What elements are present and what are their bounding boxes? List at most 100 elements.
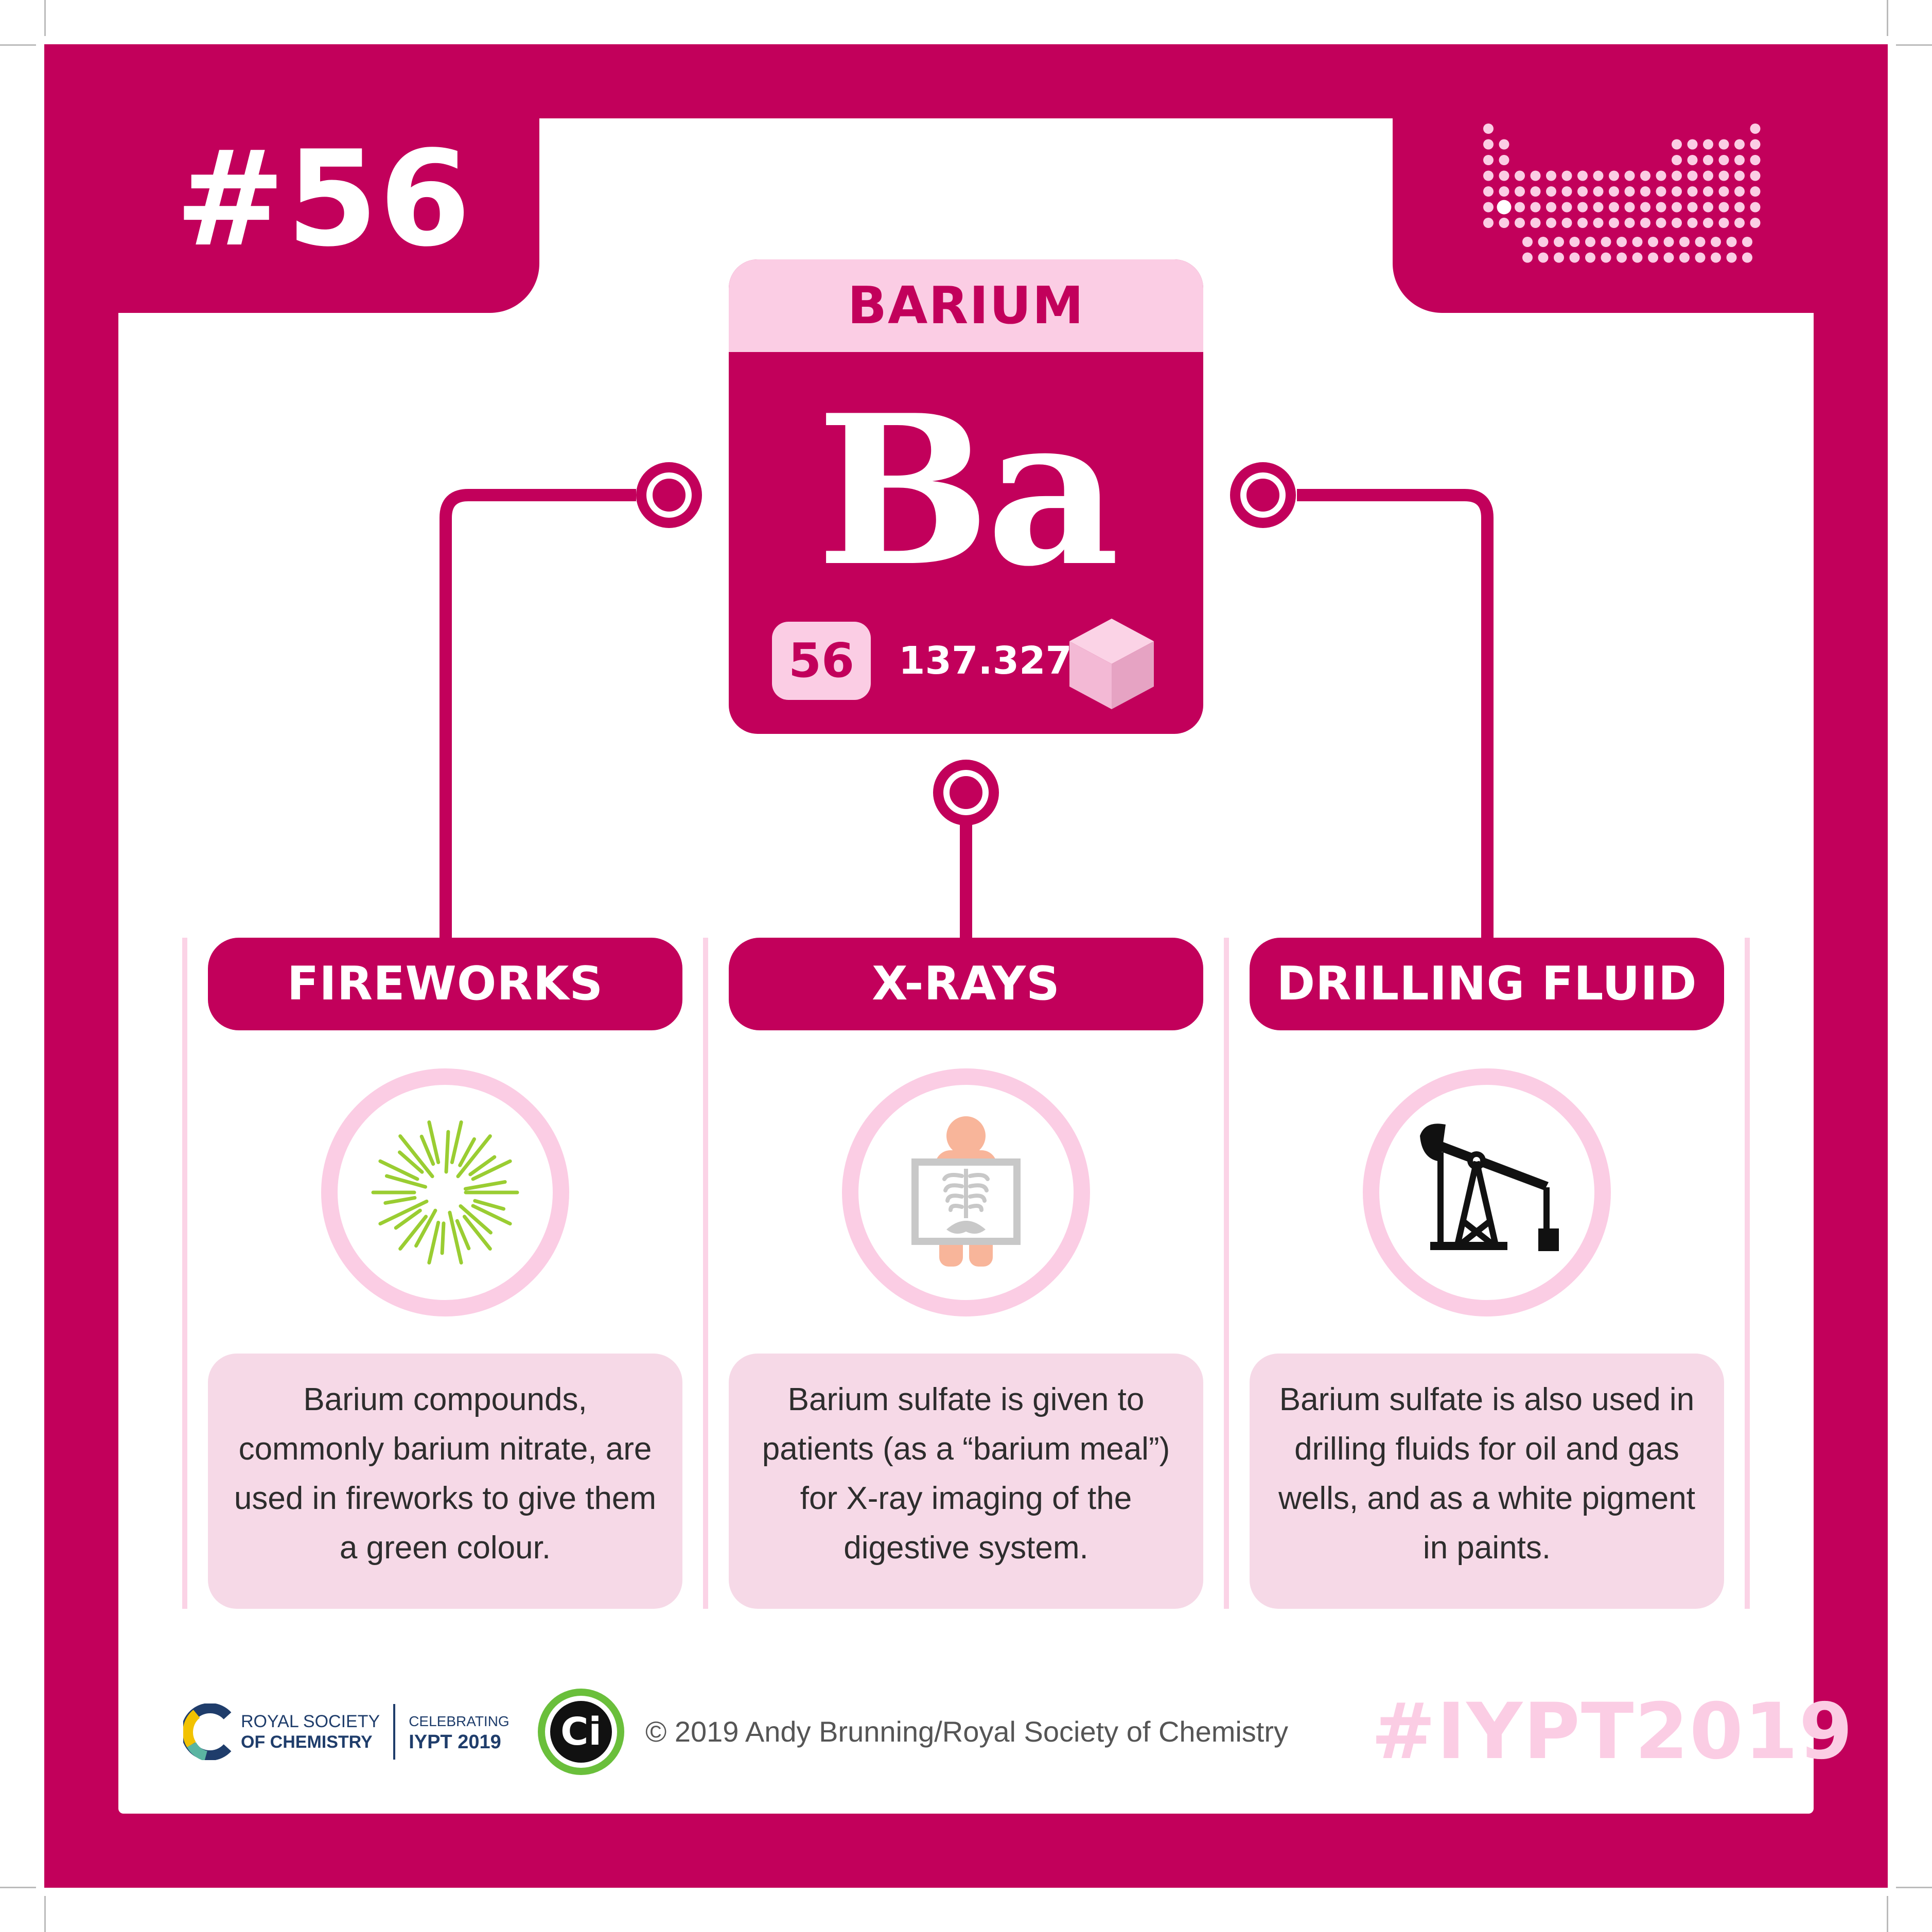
periodic-table-dot xyxy=(1546,202,1556,213)
periodic-table-dot xyxy=(1546,218,1556,228)
celebrating-line2: IYPT 2019 xyxy=(409,1731,501,1753)
periodic-table-dot xyxy=(1585,237,1595,247)
periodic-table-icon xyxy=(1483,124,1761,263)
oil-pump-icon xyxy=(1420,1123,1559,1251)
periodic-table-dot xyxy=(1593,186,1604,197)
crop-mark xyxy=(1896,44,1932,46)
periodic-table-dot xyxy=(1593,218,1604,228)
periodic-table-dot xyxy=(1672,170,1682,181)
periodic-table-dot xyxy=(1609,202,1619,213)
periodic-table-dot xyxy=(1718,202,1729,213)
periodic-table-dot xyxy=(1687,218,1698,228)
periodic-table-dot xyxy=(1703,155,1713,165)
firework-spark xyxy=(394,1208,422,1230)
firework-spark xyxy=(456,1134,492,1179)
number-tab xyxy=(118,118,539,313)
periodic-table-dot xyxy=(1601,252,1611,263)
crop-mark xyxy=(0,1887,36,1888)
rsc-c-icon xyxy=(183,1703,232,1760)
periodic-table-dot xyxy=(1515,186,1525,197)
periodic-table-dot xyxy=(1750,155,1761,165)
periodic-table-dot xyxy=(1577,186,1588,197)
periodic-table-dot xyxy=(1561,202,1572,213)
periodic-table-dot xyxy=(1718,155,1729,165)
use-description-fireworks: Barium compounds, commonly barium nitrat… xyxy=(208,1354,682,1609)
firework-spark xyxy=(384,1174,427,1189)
firework-spark xyxy=(471,1204,512,1226)
use-heading-drilling-fluid: DRILLING FLUID xyxy=(1250,938,1724,1030)
periodic-table-dot xyxy=(1530,170,1541,181)
element-symbol: Ba xyxy=(816,370,1119,612)
periodic-table-dot xyxy=(1609,170,1619,181)
firework-spark xyxy=(459,1204,493,1235)
crop-mark xyxy=(1887,0,1888,36)
periodic-table-dot xyxy=(1663,237,1674,247)
crop-mark xyxy=(44,1896,46,1932)
use-heading-fireworks: FIREWORKS xyxy=(208,938,682,1030)
ci-logo-mark: Ci xyxy=(538,1689,624,1775)
firework-spark xyxy=(440,1221,446,1255)
periodic-table-dot xyxy=(1718,186,1729,197)
periodic-table-dot xyxy=(1624,218,1635,228)
rsc-line2: OF CHEMISTRY xyxy=(241,1732,373,1752)
rsc-wordmark: ROYAL SOCIETY OF CHEMISTRY xyxy=(241,1711,380,1752)
firework-spark xyxy=(444,1130,450,1174)
periodic-table-dot xyxy=(1569,237,1580,247)
periodic-table-dot xyxy=(1687,155,1698,165)
periodic-table-dot xyxy=(1687,186,1698,197)
periodic-table-dot xyxy=(1546,170,1556,181)
firework-spark xyxy=(455,1219,471,1251)
firework-spark xyxy=(398,1150,424,1174)
periodic-table-dot xyxy=(1679,252,1690,263)
periodic-table-dot xyxy=(1554,237,1564,247)
periodic-table-dot xyxy=(1703,139,1713,150)
periodic-table-dot xyxy=(1718,218,1729,228)
periodic-table-dot xyxy=(1734,139,1745,150)
crop-mark xyxy=(0,44,36,46)
atomic-number: 56 xyxy=(772,622,871,700)
periodic-table-dot xyxy=(1663,252,1674,263)
periodic-table-dot xyxy=(1734,218,1745,228)
use-heading-xrays: X-RAYS xyxy=(729,938,1203,1030)
logo-divider xyxy=(393,1704,396,1760)
element-name-bar: BARIUM xyxy=(729,259,1203,352)
firework-spark xyxy=(471,1159,512,1181)
use-description-drilling-fluid: Barium sulfate is also used in drilling … xyxy=(1250,1354,1724,1609)
firework-spark xyxy=(458,1137,476,1167)
periodic-table-dot xyxy=(1499,139,1509,150)
column-divider xyxy=(182,938,187,1609)
element-name: BARIUM xyxy=(847,275,1085,336)
periodic-table-dot xyxy=(1609,218,1619,228)
periodic-table-dot xyxy=(1624,170,1635,181)
periodic-table-dot xyxy=(1538,252,1549,263)
periodic-table-dot xyxy=(1483,124,1494,134)
periodic-table-dot xyxy=(1632,237,1643,247)
periodic-table-dot xyxy=(1593,170,1604,181)
periodic-table-dot xyxy=(1609,186,1619,197)
periodic-table-dot xyxy=(1515,170,1525,181)
periodic-table-dot-highlight xyxy=(1497,200,1512,215)
periodic-table-dot xyxy=(1640,186,1650,197)
periodic-table-dot xyxy=(1711,237,1721,247)
periodic-table-dot xyxy=(1561,170,1572,181)
rsc-logo: ROYAL SOCIETY OF CHEMISTRY CELEBRATING I… xyxy=(183,1698,510,1765)
periodic-table-dot xyxy=(1640,202,1650,213)
celebrating-line1: CELEBRATING xyxy=(409,1713,510,1729)
periodic-table-dot xyxy=(1640,170,1650,181)
periodic-table-tab xyxy=(1393,118,1814,313)
periodic-table-dot xyxy=(1687,202,1698,213)
periodic-table-dot xyxy=(1632,252,1643,263)
periodic-table-dot xyxy=(1530,186,1541,197)
firework-spark xyxy=(398,1215,428,1251)
periodic-table-dot xyxy=(1687,170,1698,181)
periodic-table-dot xyxy=(1648,237,1658,247)
periodic-table-dot xyxy=(1742,252,1752,263)
periodic-table-dot xyxy=(1750,202,1761,213)
periodic-table-dot xyxy=(1577,218,1588,228)
fireworks-icon xyxy=(371,1120,519,1264)
periodic-table-dot xyxy=(1656,186,1666,197)
periodic-table-dot xyxy=(1679,237,1690,247)
periodic-table-dot xyxy=(1617,252,1627,263)
celebrating-wordmark: CELEBRATING IYPT 2019 xyxy=(409,1711,510,1752)
firework-spark xyxy=(398,1134,434,1179)
